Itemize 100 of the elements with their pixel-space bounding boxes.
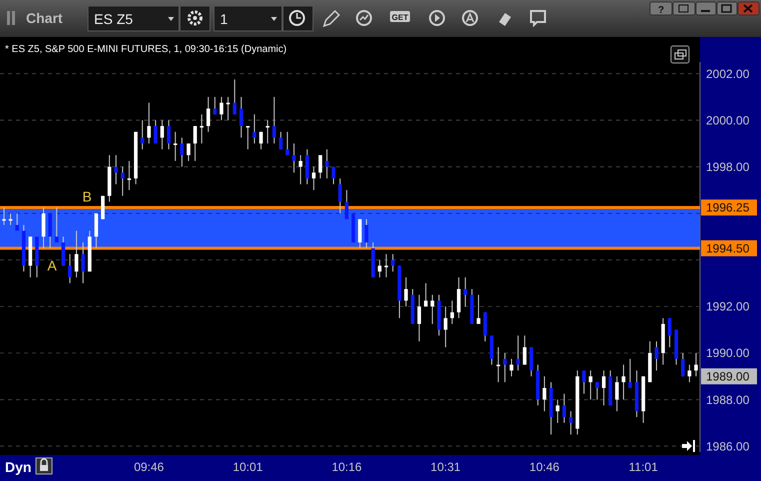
candlestick — [332, 166, 336, 185]
candlestick — [298, 154, 302, 185]
text: Chart — [26, 10, 63, 26]
candlestick — [378, 259, 382, 278]
x-tick-label: 11:01 — [628, 460, 658, 474]
text: 1 — [220, 11, 228, 27]
candlestick — [325, 148, 329, 179]
candlestick — [193, 126, 197, 162]
y-tick-label: 1988.00 — [706, 392, 750, 407]
candlestick — [174, 131, 178, 162]
candlestick — [344, 190, 349, 220]
candlestick — [140, 120, 144, 150]
candlestick — [68, 254, 72, 284]
candlestick — [391, 254, 395, 272]
candlestick — [490, 335, 494, 366]
candlestick — [2, 207, 6, 226]
candlestick — [654, 340, 658, 372]
candlestick — [15, 212, 19, 232]
x-tick-label: 10:46 — [529, 460, 560, 474]
candlestick — [364, 218, 368, 249]
candlestick — [259, 131, 263, 150]
candlestick — [48, 212, 52, 249]
candlestick — [74, 230, 78, 278]
candlestick — [681, 352, 685, 377]
candlestick — [180, 137, 184, 168]
candlestick — [430, 294, 434, 324]
candlestick — [668, 318, 672, 348]
candlestick — [42, 207, 46, 249]
candlestick — [688, 364, 692, 383]
candlestick — [622, 364, 626, 400]
candlestick — [120, 166, 124, 196]
candlestick — [114, 154, 118, 185]
candlestick — [206, 96, 210, 132]
candlestick — [232, 78, 236, 115]
candlestick — [239, 96, 244, 138]
candlestick — [628, 358, 632, 388]
candlestick — [595, 382, 599, 400]
candlestick — [272, 96, 276, 144]
y-tick-label: 1990.00 — [706, 346, 750, 360]
y-tick-label: 2000.00 — [706, 113, 750, 128]
candlestick — [312, 166, 316, 191]
candlestick — [266, 120, 270, 144]
candlestick — [213, 96, 217, 115]
candlestick — [456, 276, 461, 319]
candlestick — [358, 218, 362, 249]
candlestick — [305, 148, 309, 185]
candlestick — [568, 410, 573, 436]
candlestick — [61, 236, 66, 266]
candlestick — [476, 294, 480, 324]
annotation: A — [47, 257, 58, 274]
candlestick — [338, 178, 342, 214]
chart-title: * ES Z5, S&P 500 E-MINI FUTURES, 1, 09:30-16:15 (Dynamic) — [5, 44, 287, 55]
candlestick — [252, 114, 256, 144]
candlestick — [127, 160, 132, 191]
text: ? — [658, 5, 664, 16]
y-tick-label: 2002.00 — [706, 66, 750, 81]
candlestick — [582, 370, 586, 394]
candlestick — [186, 142, 190, 162]
ref-line-label: 1994.50 — [706, 241, 750, 256]
candlestick — [8, 212, 12, 226]
candlestick — [220, 96, 224, 121]
candlestick — [529, 346, 534, 377]
candlestick — [246, 126, 250, 150]
candlestick — [602, 370, 606, 406]
candlestick — [166, 120, 171, 150]
candlestick — [516, 335, 520, 372]
candlestick — [424, 282, 428, 307]
text: 1989.00 — [706, 370, 750, 384]
candlestick — [562, 393, 566, 424]
candlestick — [292, 142, 296, 174]
x-tick-label: 10:16 — [332, 460, 362, 474]
candlestick — [384, 254, 388, 278]
candlestick — [444, 306, 448, 348]
text: ES Z5 — [94, 11, 134, 27]
candlestick — [450, 300, 454, 324]
candlestick — [483, 312, 487, 342]
candlestick — [160, 120, 164, 150]
y-tick-label: 1998.00 — [706, 160, 750, 174]
candlestick — [510, 358, 514, 377]
annotation: B — [82, 188, 92, 205]
candlestick — [54, 207, 58, 243]
candlestick — [503, 352, 507, 383]
candlestick — [694, 352, 698, 377]
candlestick — [464, 276, 468, 307]
candlestick — [404, 276, 408, 307]
candlestick — [278, 131, 283, 150]
ref-line-label: 1996.25 — [706, 200, 750, 215]
y-tick-label: 1992.00 — [706, 300, 750, 314]
candlestick — [542, 376, 546, 412]
candlestick — [200, 114, 204, 144]
candlestick — [318, 154, 322, 179]
candlestick — [147, 102, 151, 144]
candlestick — [556, 399, 560, 424]
candlestick — [81, 242, 85, 284]
candlestick — [588, 370, 592, 400]
y-tick-label: 1986.00 — [706, 439, 750, 454]
text: Dyn — [5, 459, 32, 475]
candlestick — [226, 96, 230, 121]
candlestick — [496, 346, 500, 383]
candlestick — [94, 212, 98, 249]
